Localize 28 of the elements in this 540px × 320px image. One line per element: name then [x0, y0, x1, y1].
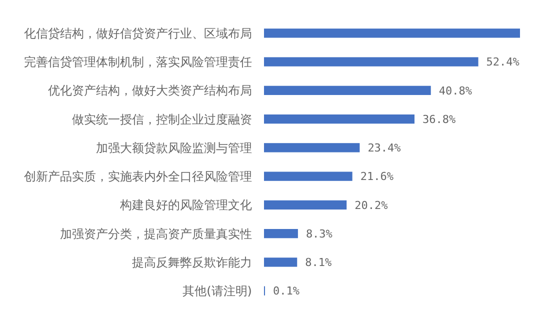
bar: [264, 172, 352, 181]
bar: [264, 258, 298, 267]
bar: [264, 228, 298, 238]
bar: [264, 28, 520, 38]
data-label: 21.6%: [360, 170, 394, 184]
y-tick-label: 优化资产结构，做好大类资产结构布局: [48, 84, 252, 98]
data-label: 0.1%: [273, 284, 300, 298]
data-label: 52.4%: [486, 56, 520, 69]
y-tick-label: 创新产品实质，实施表内外全口径风险管理: [24, 170, 252, 184]
data-label: 20.2%: [354, 198, 388, 212]
y-tick-label: 化信贷结构，做好信贷资产行业、区域布局: [24, 26, 252, 40]
y-tick-label: 加强资产分类，提高资产质量真实性: [60, 226, 252, 241]
data-label: 8.1%: [305, 256, 332, 270]
y-tick-label: 构建良好的风险管理文化: [119, 198, 252, 212]
y-tick-label: 加强大额贷款风险监测与管理: [96, 140, 252, 155]
bar: [264, 86, 431, 96]
data-label: 40.8%: [438, 84, 472, 98]
y-tick-label: 提高反舞弊反欺诈能力: [132, 255, 252, 270]
data-label: 8.3%: [306, 227, 333, 240]
data-label: 23.4%: [368, 142, 402, 155]
bar: [264, 114, 414, 124]
bar: [264, 200, 347, 210]
y-tick-label: 完善信贷管理体制机制，落实风险管理责任: [24, 55, 252, 69]
bar: [264, 143, 360, 152]
data-label: 36.8%: [422, 112, 456, 126]
bar: [264, 57, 478, 66]
y-tick-label: 其他(请注明): [182, 284, 252, 298]
y-tick-label: 做实统一授信，控制企业过度融资: [72, 112, 252, 126]
